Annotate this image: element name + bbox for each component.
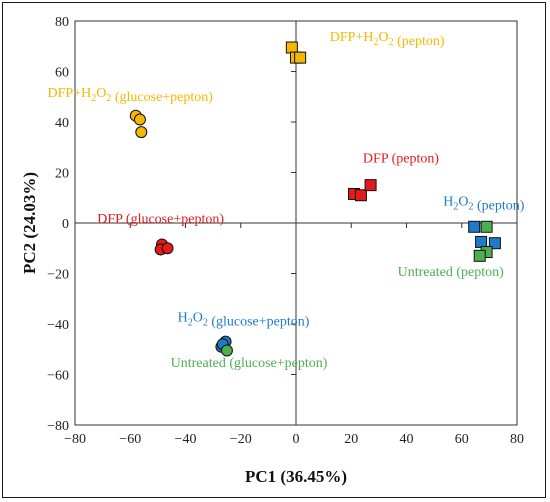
y-tick-label: 40 xyxy=(55,116,69,131)
group-label: H2O2 (pepton) xyxy=(443,194,525,213)
data-point-square xyxy=(468,220,481,233)
data-point-square xyxy=(364,179,377,192)
group-label: DFP+H2O2 (glucose+pepton) xyxy=(48,86,214,105)
group-label: DFP (pepton) xyxy=(363,151,439,166)
data-point-circle xyxy=(135,126,148,139)
data-point-square xyxy=(475,235,488,248)
data-point-square xyxy=(473,249,486,262)
data-point-circle xyxy=(161,242,174,255)
x-tick-label: 20 xyxy=(344,432,358,447)
x-tick-label: 40 xyxy=(400,432,414,447)
y-tick-label: 80 xyxy=(55,15,69,30)
x-axis-title: PC1 (36.45%) xyxy=(245,467,347,486)
y-tick-label: −40 xyxy=(47,318,69,333)
x-tick-label: 60 xyxy=(455,432,469,447)
data-point-circle xyxy=(220,344,233,357)
x-tick-label: −80 xyxy=(64,432,86,447)
x-tick-label: −20 xyxy=(230,432,252,447)
group-label: Untreated (glucose+pepton) xyxy=(171,356,328,371)
data-point-circle xyxy=(133,113,146,126)
x-tick-label: −60 xyxy=(119,432,141,447)
y-tick-label: −80 xyxy=(47,419,69,434)
group-label: DFP (glucose+pepton) xyxy=(97,212,224,227)
y-axis-title: PC2 (24.03%) xyxy=(20,172,39,274)
data-point-square xyxy=(480,220,493,233)
plot-area: −80 −60 −40 −20 0 20 40 60 80 −80 −60 −40 −20 0 20 40 60… xyxy=(47,15,525,447)
group-label: DFP+H2O2 (pepton) xyxy=(330,30,445,49)
y-tick-label: 20 xyxy=(55,167,69,182)
data-point-square xyxy=(294,51,307,64)
x-tick-label: 0 xyxy=(293,432,300,447)
group-label: Untreated (pepton) xyxy=(398,265,504,280)
y-tick-label: −60 xyxy=(47,369,69,384)
data-point-square xyxy=(285,41,298,54)
y-tick-label: 60 xyxy=(55,66,69,81)
data-point-square xyxy=(354,189,367,202)
y-tick-label: −20 xyxy=(47,268,69,283)
chart-frame xyxy=(2,2,546,498)
x-tick-label: −40 xyxy=(175,432,197,447)
data-point-square xyxy=(488,237,501,250)
y-tick-label: 0 xyxy=(62,217,69,232)
x-tick-label: 80 xyxy=(510,432,524,447)
group-label: H2O2 (glucose+pepton) xyxy=(178,310,310,329)
